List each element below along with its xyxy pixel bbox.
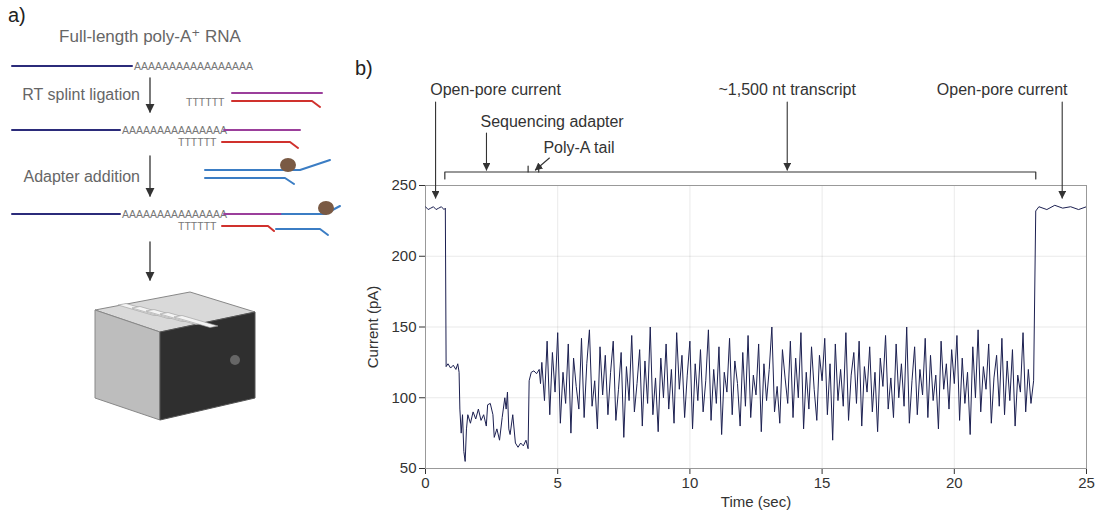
svg-text:5: 5	[554, 474, 562, 491]
svg-text:250: 250	[391, 176, 416, 193]
svg-text:~1,500 nt transcript: ~1,500 nt transcript	[719, 81, 857, 98]
svg-text:Poly-A tail: Poly-A tail	[543, 139, 614, 156]
svg-text:Time (sec): Time (sec)	[721, 493, 791, 510]
svg-text:b): b)	[355, 57, 373, 79]
svg-text:100: 100	[391, 389, 416, 406]
svg-text:Current (pA): Current (pA)	[364, 286, 381, 369]
svg-text:Full-length poly-A⁺ RNA: Full-length poly-A⁺ RNA	[59, 27, 242, 46]
svg-text:AAAAAAAAAAAAAAAAA: AAAAAAAAAAAAAAAAA	[134, 60, 253, 72]
svg-text:a): a)	[8, 4, 26, 26]
svg-text:RT splint ligation: RT splint ligation	[22, 86, 140, 103]
svg-text:20: 20	[946, 474, 963, 491]
svg-text:AAAAAAAAAAAAAAA: AAAAAAAAAAAAAAA	[122, 124, 227, 136]
svg-text:Adapter addition: Adapter addition	[23, 168, 140, 185]
svg-text:Open-pore current: Open-pore current	[430, 81, 561, 98]
svg-text:25: 25	[1078, 474, 1095, 491]
svg-text:200: 200	[391, 247, 416, 264]
svg-text:10: 10	[682, 474, 699, 491]
svg-text:TTTTTT: TTTTTT	[186, 96, 225, 108]
svg-text:AAAAAAAAAAAAAAA: AAAAAAAAAAAAAAA	[122, 208, 227, 220]
svg-text:TTTTTT: TTTTTT	[178, 136, 217, 148]
svg-text:TTTTTT: TTTTTT	[178, 220, 217, 232]
svg-text:15: 15	[814, 474, 831, 491]
svg-text:0: 0	[421, 474, 429, 491]
svg-text:50: 50	[400, 459, 417, 476]
svg-text:150: 150	[391, 318, 416, 335]
svg-text:Sequencing adapter: Sequencing adapter	[480, 113, 624, 130]
svg-text:Open-pore current: Open-pore current	[937, 81, 1068, 98]
